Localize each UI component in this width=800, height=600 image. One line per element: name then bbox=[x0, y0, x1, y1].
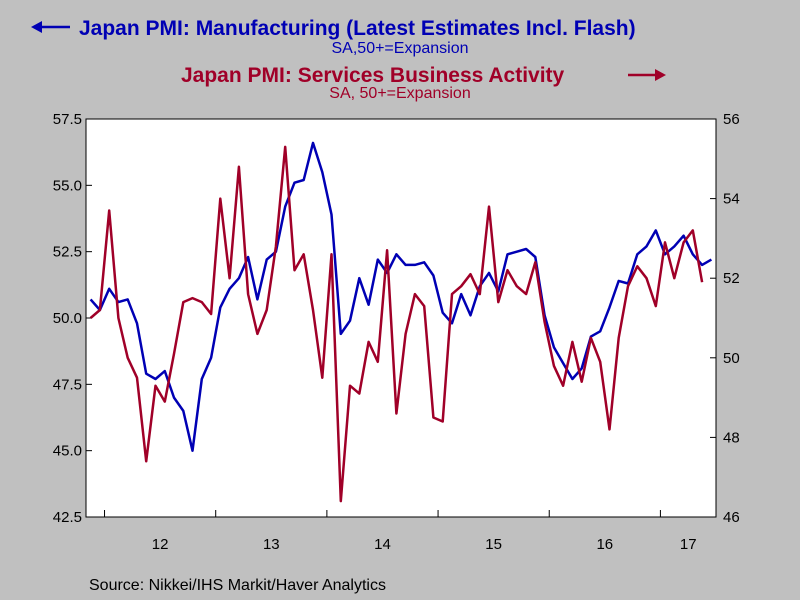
x-axis: 12 13 14 15 16 17 bbox=[104, 510, 697, 553]
manufacturing-title: Japan PMI: Manufacturing (Latest Estimat… bbox=[79, 17, 636, 40]
right-tick-label: 50 bbox=[723, 350, 740, 367]
source-note: Source: Nikkei/IHS Markit/Haver Analytic… bbox=[89, 577, 386, 594]
left-tick-label: 52.5 bbox=[53, 244, 82, 261]
right-tick-label: 56 bbox=[723, 111, 740, 128]
left-tick-label: 42.5 bbox=[53, 509, 82, 526]
services-legend: Japan PMI: Services Business Activity SA… bbox=[181, 64, 666, 102]
right-tick-label: 52 bbox=[723, 270, 740, 287]
series-line-services bbox=[89, 145, 704, 503]
x-tick-label: 16 bbox=[596, 536, 613, 553]
left-tick-label: 55.0 bbox=[53, 177, 82, 194]
right-tick-label: 54 bbox=[723, 191, 740, 208]
x-tick-label: 13 bbox=[263, 536, 280, 553]
series-line-manufacturing bbox=[89, 141, 713, 452]
series-lines bbox=[89, 141, 713, 503]
legend-arrow-left-icon bbox=[31, 21, 42, 33]
right-tick-label: 46 bbox=[723, 509, 740, 526]
right-y-axis: 56 54 52 50 48 46 bbox=[710, 111, 740, 526]
x-tick-label: 17 bbox=[680, 536, 697, 553]
left-tick-label: 57.5 bbox=[53, 111, 82, 128]
left-y-axis: 57.5 55.0 52.5 50.0 47.5 45.0 42.5 bbox=[53, 111, 92, 526]
right-tick-label: 48 bbox=[723, 429, 740, 446]
x-tick-label: 12 bbox=[152, 536, 169, 553]
left-tick-label: 50.0 bbox=[53, 310, 82, 327]
services-subtitle: SA, 50+=Expansion bbox=[329, 85, 470, 102]
left-tick-label: 45.0 bbox=[53, 443, 82, 460]
left-tick-label: 47.5 bbox=[53, 376, 82, 393]
services-title: Japan PMI: Services Business Activity bbox=[181, 64, 565, 87]
x-tick-label: 15 bbox=[485, 536, 502, 553]
x-tick-label: 14 bbox=[374, 536, 391, 553]
manufacturing-subtitle: SA,50+=Expansion bbox=[332, 40, 469, 57]
legend-arrow-right-icon bbox=[655, 69, 666, 81]
manufacturing-legend: Japan PMI: Manufacturing (Latest Estimat… bbox=[31, 17, 636, 57]
